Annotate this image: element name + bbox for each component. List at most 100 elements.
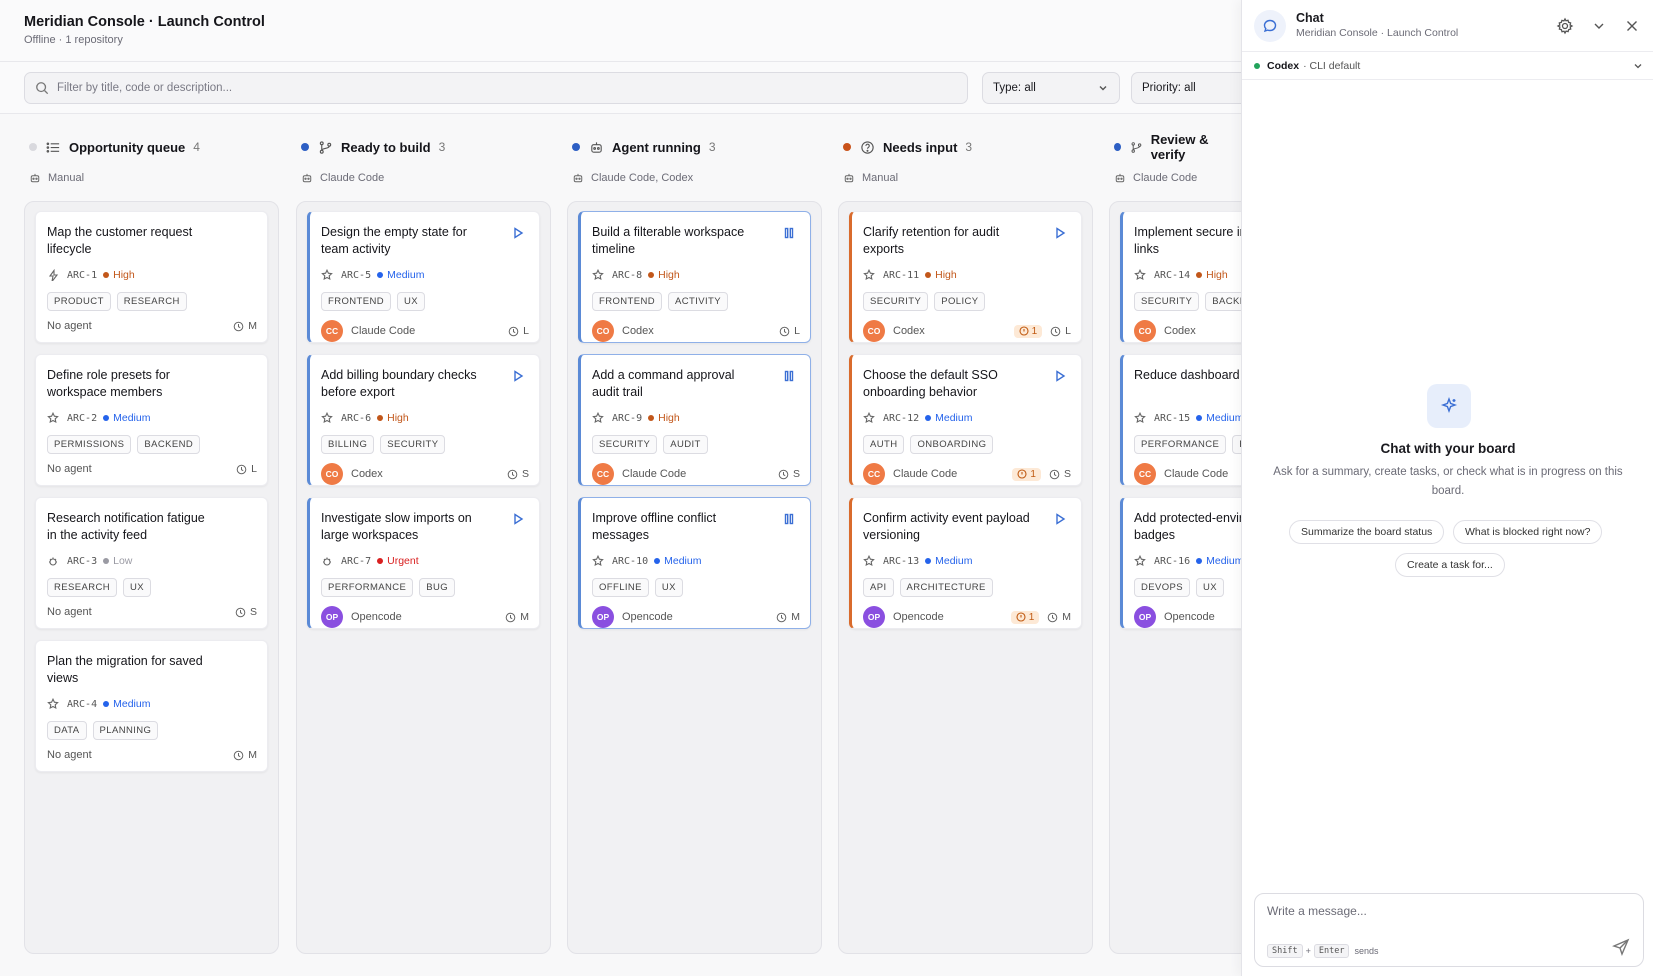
tag-list: FRONTEND UX <box>321 292 431 311</box>
agent-initials: OP <box>325 612 339 622</box>
start-agent-play-icon[interactable] <box>511 369 525 383</box>
tag: OFFLINE <box>592 578 649 597</box>
task-title: Reduce dashboard cost <box>1134 368 1241 382</box>
size-estimate: L <box>236 463 257 475</box>
card-footer: CO Codex S <box>321 463 529 485</box>
task-title: Implement secure invitation links <box>1134 225 1241 256</box>
task-card-arc-7[interactable]: Investigate slow imports on large worksp… <box>307 497 540 629</box>
close-icon[interactable] <box>1623 17 1641 35</box>
tag: PERMISSIONS <box>47 435 132 454</box>
questions-count: 1 <box>1030 468 1036 480</box>
task-title: Confirm activity event payload versionin… <box>863 511 1030 542</box>
tag: AUDIT <box>663 435 708 454</box>
pending-questions-badge[interactable]: 1 <box>1013 324 1043 338</box>
size-estimate: M <box>233 320 257 332</box>
clock-icon <box>233 750 244 760</box>
task-card-arc-3[interactable]: Research notification fatigue in the act… <box>35 497 268 629</box>
tag: PRODUCT <box>47 292 111 311</box>
task-title: Design the empty state for team activity <box>321 225 467 256</box>
priority-filter-select[interactable]: Priority: all <box>1131 72 1241 104</box>
chat-bubble-icon <box>1254 10 1286 42</box>
task-code: ARC-16 <box>1154 555 1191 567</box>
search-box[interactable] <box>24 72 968 104</box>
suggestion-summarize[interactable]: Summarize the board status <box>1289 520 1445 544</box>
start-agent-play-icon[interactable] <box>1053 512 1067 526</box>
pending-questions-badge[interactable]: 1 <box>1012 467 1041 481</box>
suggestion-create-task[interactable]: Create a task for... <box>1395 553 1505 577</box>
task-card-arc-12[interactable]: Choose the default SSO onboarding behavi… <box>849 354 1082 486</box>
agent-avatar: CC <box>1134 463 1156 485</box>
agent-name: Codex <box>1164 325 1196 337</box>
pause-agent-icon[interactable] <box>782 226 796 240</box>
bolt-icon <box>48 269 59 281</box>
task-code: ARC-12 <box>883 412 920 424</box>
task-card-arc-11[interactable]: Clarify retention for audit exports ARC-… <box>849 211 1082 343</box>
suggestion-blocked[interactable]: What is blocked right now? <box>1453 520 1603 544</box>
task-card-arc-10[interactable]: Improve offline conflict messages ARC-10… <box>578 497 811 629</box>
chat-title: Chat <box>1296 11 1324 25</box>
gear-icon[interactable] <box>1556 17 1574 35</box>
message-input[interactable] <box>1267 904 1597 926</box>
tag: UX <box>1196 578 1224 597</box>
task-card-arc-16[interactable]: Add protected-environment badges ARC-16 … <box>1120 497 1241 629</box>
pending-questions-badge[interactable]: 1 <box>1010 610 1040 624</box>
start-agent-play-icon[interactable] <box>511 226 525 240</box>
pause-agent-icon[interactable] <box>782 369 796 383</box>
start-agent-play-icon[interactable] <box>1053 226 1067 240</box>
send-icon[interactable] <box>1611 936 1631 956</box>
pause-agent-icon[interactable] <box>782 512 796 526</box>
size-estimate: M <box>1047 611 1071 623</box>
clock-icon <box>236 464 247 474</box>
task-card-arc-6[interactable]: Add billing boundary checks before expor… <box>307 354 540 486</box>
task-card-arc-15[interactable]: Reduce dashboard cost ARC-15 Medium PERF… <box>1120 354 1241 486</box>
bug-icon <box>49 557 57 566</box>
agent-name: No agent <box>47 320 92 332</box>
agent-initials: CC <box>1138 469 1152 479</box>
clock-icon <box>1047 612 1058 622</box>
star-icon <box>863 555 875 567</box>
robot-icon <box>591 141 602 153</box>
star-icon <box>863 269 875 281</box>
priority-label: Medium <box>113 412 151 424</box>
size-label: M <box>520 611 529 623</box>
type-filter-select[interactable]: Type: all <box>982 72 1120 104</box>
column-col1: Design the empty state for team activity… <box>296 201 551 954</box>
model-selector[interactable]: Codex · CLI default <box>1242 52 1653 80</box>
agent-avatar: CC <box>592 463 614 485</box>
task-card-arc-1[interactable]: Map the customer request lifecycle ARC-1… <box>35 211 268 343</box>
task-card-arc-4[interactable]: Plan the migration for saved views ARC-4… <box>35 640 268 772</box>
task-card-arc-14[interactable]: Implement secure invitation links ARC-14… <box>1120 211 1241 343</box>
card-footer: CO Codex L <box>592 320 800 342</box>
agent-initials: OP <box>867 612 881 622</box>
task-card-arc-9[interactable]: Add a command approval audit trail ARC-9… <box>578 354 811 486</box>
start-agent-play-icon[interactable] <box>511 512 525 526</box>
task-card-arc-5[interactable]: Design the empty state for team activity… <box>307 211 540 343</box>
star-icon <box>592 412 604 424</box>
tag-list: FRONTEND ACTIVITY <box>592 292 734 311</box>
message-composer: Shift + Enter sends <box>1254 893 1644 967</box>
search-input[interactable] <box>57 82 937 94</box>
task-card-arc-13[interactable]: Confirm activity event payload versionin… <box>849 497 1082 629</box>
task-code: ARC-13 <box>883 555 920 567</box>
task-title: Add billing boundary checks before expor… <box>321 368 477 399</box>
tag: PLANNING <box>92 721 159 740</box>
bug-icon <box>323 557 331 566</box>
column-agents-label: Manual <box>862 172 899 184</box>
size-label: L <box>1065 325 1071 337</box>
task-card-arc-8[interactable]: Build a filterable workspace timeline AR… <box>578 211 811 343</box>
size-label: L <box>523 325 529 337</box>
chat-panel: Chat Meridian Console · Launch Control C… <box>1241 0 1653 976</box>
clock-icon <box>778 469 789 479</box>
tag-list: DEVOPS UX <box>1134 578 1230 597</box>
star-icon <box>1134 269 1146 281</box>
task-meta: ARC-14 High <box>1134 269 1228 281</box>
start-agent-play-icon[interactable] <box>1053 369 1067 383</box>
priority-label: Medium <box>664 555 702 567</box>
tag: RESEARCH <box>47 578 117 597</box>
column-header-col3: Needs input 3 <box>843 132 972 162</box>
size-label: M <box>248 749 257 761</box>
task-card-arc-2[interactable]: Define role presets for workspace member… <box>35 354 268 486</box>
task-meta: ARC-7 Urgent <box>321 555 419 567</box>
collapse-chevron-icon[interactable] <box>1590 17 1608 35</box>
tag-list: BILLING SECURITY <box>321 435 451 454</box>
